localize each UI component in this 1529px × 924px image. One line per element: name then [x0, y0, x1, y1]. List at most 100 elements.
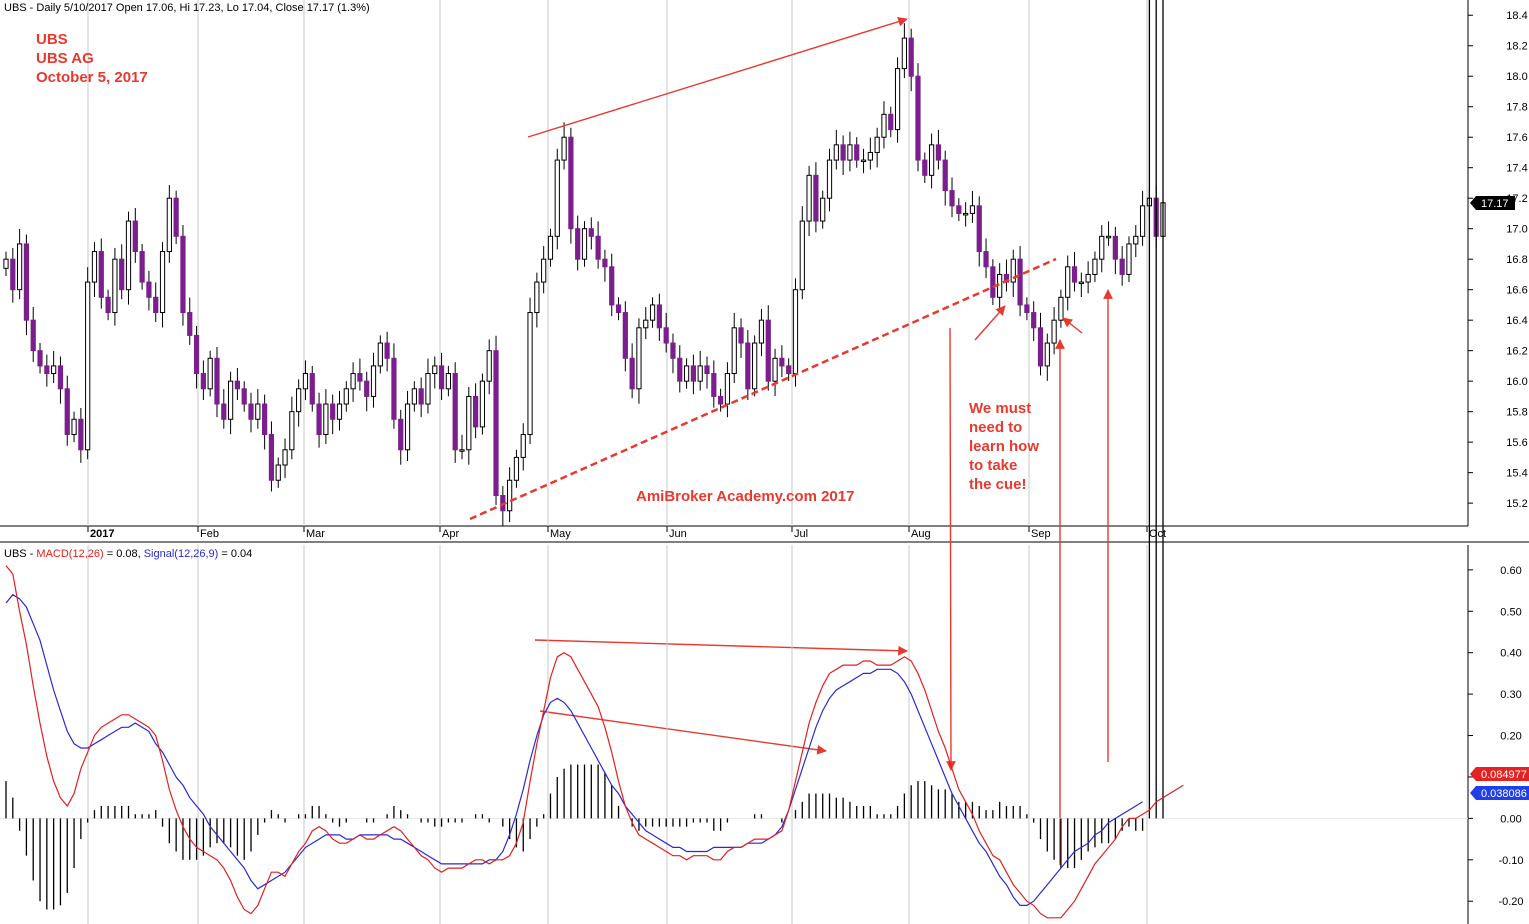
- candle: [248, 403, 254, 420]
- candle: [949, 190, 955, 207]
- macd-series: [5, 0, 1184, 919]
- candle: [547, 235, 554, 260]
- candle: [724, 373, 731, 405]
- candle: [493, 350, 499, 497]
- candle: [377, 342, 383, 367]
- month-label: 2017: [90, 528, 114, 540]
- price-tick-label: 15.2: [1506, 498, 1527, 510]
- price-tick-label: 15.8: [1506, 407, 1527, 419]
- candle: [51, 365, 57, 375]
- month-label: Feb: [200, 528, 219, 540]
- price-tick-label: 17.4: [1506, 163, 1527, 175]
- candle: [602, 258, 608, 268]
- candle: [677, 357, 683, 382]
- candle: [935, 144, 942, 161]
- price-axis: 2017 Feb Mar Apr May Jun Jul Aug Sep Oct 15.2 15.4 1…: [87, 10, 1528, 540]
- macd-tick-label: 0.60: [1500, 565, 1521, 577]
- candle: [282, 449, 288, 466]
- candle: [718, 395, 724, 405]
- price-tick-label: 18.4: [1506, 10, 1527, 22]
- candle: [1058, 296, 1064, 321]
- candle: [214, 357, 220, 405]
- price-tick-label: 16.0: [1506, 376, 1527, 388]
- signal-tag-bg: [1470, 786, 1529, 800]
- candle: [942, 159, 948, 192]
- month-label: Jun: [669, 528, 687, 540]
- candle: [1037, 327, 1044, 367]
- macd-header: UBS - MACD(12,26) = 0.08, Signal(12,26,9…: [4, 548, 252, 560]
- month-label: Sep: [1031, 528, 1051, 540]
- candle: [922, 159, 928, 176]
- macd-tag-bg: [1470, 767, 1529, 781]
- candle: [425, 373, 431, 405]
- candle: [881, 113, 887, 138]
- candle: [57, 365, 64, 390]
- month-label: Mar: [306, 528, 325, 540]
- candle: [915, 75, 921, 161]
- candle: [833, 144, 839, 161]
- candle: [309, 373, 315, 405]
- candle: [37, 350, 43, 367]
- candle: [452, 373, 458, 451]
- candle: [908, 37, 914, 77]
- candle: [806, 174, 812, 222]
- candle: [799, 220, 805, 291]
- price-tick-label: 17.6: [1506, 132, 1527, 144]
- candle: [615, 304, 622, 314]
- candle: [418, 388, 424, 405]
- macd-header-prefix: UBS -: [4, 548, 36, 560]
- candle: [786, 365, 792, 375]
- candle: [765, 319, 771, 382]
- candle: [1105, 235, 1112, 239]
- macd-axis: 0.600.500.400.300.200.100.00-0.10-0.20: [1468, 565, 1524, 908]
- candle: [704, 365, 710, 375]
- candle: [370, 365, 377, 397]
- candle: [479, 380, 486, 428]
- candle: [105, 296, 111, 314]
- macd-grid: [0, 545, 1469, 924]
- candle: [180, 235, 186, 314]
- candle: [255, 403, 261, 420]
- candle: [330, 403, 336, 420]
- candle: [867, 151, 873, 161]
- candle: [820, 197, 826, 222]
- candle: [758, 319, 765, 344]
- candle: [1071, 266, 1078, 283]
- candle: [1024, 304, 1030, 314]
- candle: [1031, 312, 1037, 329]
- trend-support-line: [469, 257, 1057, 521]
- macd-tick-label: 0.20: [1500, 731, 1521, 743]
- candle: [588, 228, 594, 237]
- candle: [745, 342, 751, 390]
- candle: [1092, 258, 1098, 275]
- candle: [398, 418, 404, 451]
- candle: [71, 418, 77, 436]
- candle: [1017, 258, 1023, 306]
- candle: [227, 380, 234, 420]
- candle: [262, 403, 268, 436]
- candle: [520, 434, 526, 458]
- candle: [847, 144, 853, 161]
- candle: [983, 251, 989, 268]
- annotations: [469, 16, 1113, 865]
- candle: [91, 251, 98, 283]
- candle: [153, 296, 159, 314]
- candle: [30, 319, 36, 352]
- candle: [193, 334, 200, 375]
- candle: [350, 373, 356, 390]
- candle: [173, 197, 179, 237]
- macd-tick-label: 0.50: [1500, 606, 1521, 618]
- candle: [78, 418, 84, 451]
- candle: [3, 258, 9, 269]
- candle: [1044, 342, 1050, 367]
- candle: [663, 327, 669, 344]
- candle: [649, 304, 656, 321]
- macd-tick-label: -0.10: [1498, 855, 1523, 867]
- candle: [731, 327, 737, 375]
- candle: [343, 388, 349, 405]
- candle: [581, 228, 588, 260]
- candle: [894, 68, 901, 131]
- macd-header-macd-value: = 0.08,: [104, 548, 144, 560]
